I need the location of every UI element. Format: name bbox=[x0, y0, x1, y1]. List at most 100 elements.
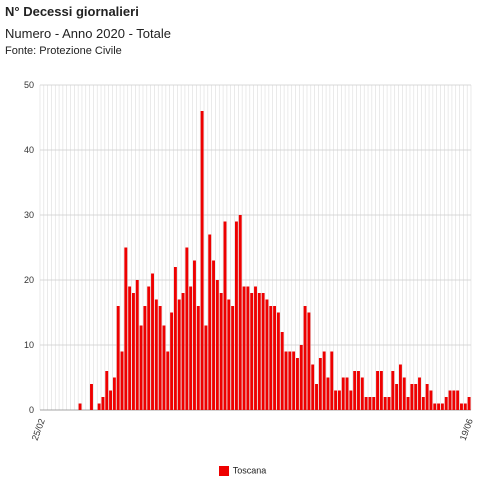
bar[interactable] bbox=[353, 371, 357, 410]
bar[interactable] bbox=[452, 390, 456, 411]
bar[interactable] bbox=[196, 306, 200, 410]
bar[interactable] bbox=[158, 306, 162, 410]
bar[interactable] bbox=[185, 247, 189, 411]
bar[interactable] bbox=[139, 325, 143, 411]
bar[interactable] bbox=[383, 397, 387, 410]
bar[interactable] bbox=[132, 293, 135, 410]
bar[interactable] bbox=[284, 351, 288, 411]
bar[interactable] bbox=[463, 403, 467, 411]
bar[interactable] bbox=[177, 299, 181, 411]
bar[interactable] bbox=[212, 260, 215, 411]
bar[interactable] bbox=[456, 390, 460, 411]
bar[interactable] bbox=[227, 299, 231, 411]
bar[interactable] bbox=[78, 403, 82, 411]
bar[interactable] bbox=[173, 267, 177, 410]
bar[interactable] bbox=[234, 221, 238, 411]
bar[interactable] bbox=[387, 397, 391, 410]
bar[interactable] bbox=[421, 397, 425, 410]
bar[interactable] bbox=[147, 286, 151, 411]
bar[interactable] bbox=[460, 403, 463, 411]
bar[interactable] bbox=[345, 377, 349, 411]
bar[interactable] bbox=[379, 371, 383, 410]
bar[interactable] bbox=[360, 377, 364, 411]
bar[interactable] bbox=[315, 384, 318, 410]
bar[interactable] bbox=[372, 397, 376, 410]
legend[interactable]: Toscana bbox=[0, 465, 485, 476]
bar[interactable] bbox=[250, 293, 254, 410]
bar[interactable] bbox=[154, 299, 158, 411]
bar[interactable] bbox=[444, 397, 448, 410]
bar[interactable] bbox=[357, 371, 360, 410]
bar[interactable] bbox=[101, 397, 105, 410]
bar[interactable] bbox=[349, 390, 353, 411]
bar[interactable] bbox=[215, 280, 219, 410]
bar[interactable] bbox=[433, 403, 437, 411]
bar[interactable] bbox=[181, 293, 185, 410]
bar[interactable] bbox=[440, 403, 444, 411]
bar[interactable] bbox=[200, 111, 204, 410]
bar[interactable] bbox=[395, 384, 399, 410]
bar[interactable] bbox=[116, 306, 120, 410]
bar[interactable] bbox=[109, 390, 113, 411]
bar[interactable] bbox=[265, 299, 269, 411]
bar[interactable] bbox=[410, 384, 414, 410]
bar[interactable] bbox=[238, 215, 242, 410]
bar[interactable] bbox=[280, 332, 284, 410]
bar[interactable] bbox=[330, 351, 334, 411]
bar[interactable] bbox=[311, 364, 315, 411]
bar[interactable] bbox=[414, 384, 418, 410]
bar[interactable] bbox=[334, 390, 338, 411]
bar[interactable] bbox=[425, 384, 429, 410]
bar[interactable] bbox=[97, 403, 101, 411]
bar[interactable] bbox=[223, 221, 227, 411]
bar[interactable] bbox=[376, 371, 379, 410]
bar[interactable] bbox=[143, 306, 147, 410]
bar[interactable] bbox=[437, 403, 441, 411]
bar[interactable] bbox=[292, 351, 296, 411]
bar[interactable] bbox=[105, 371, 109, 410]
bar[interactable] bbox=[288, 351, 292, 411]
bar[interactable] bbox=[124, 247, 128, 411]
bar[interactable] bbox=[273, 306, 277, 410]
bar[interactable] bbox=[341, 377, 345, 411]
bar[interactable] bbox=[406, 397, 410, 410]
bar[interactable] bbox=[296, 358, 299, 410]
bar[interactable] bbox=[120, 351, 124, 411]
bar[interactable] bbox=[204, 325, 208, 411]
bar[interactable] bbox=[254, 286, 257, 411]
bar[interactable] bbox=[257, 293, 261, 410]
bar[interactable] bbox=[448, 390, 452, 411]
bar[interactable] bbox=[307, 312, 311, 411]
bar[interactable] bbox=[467, 397, 471, 410]
bar[interactable] bbox=[391, 371, 395, 410]
bar[interactable] bbox=[242, 286, 246, 411]
bar[interactable] bbox=[208, 234, 212, 411]
bar[interactable] bbox=[246, 286, 250, 411]
bar[interactable] bbox=[231, 306, 235, 410]
bar[interactable] bbox=[151, 273, 154, 411]
bar[interactable] bbox=[162, 325, 166, 411]
bar[interactable] bbox=[337, 390, 341, 411]
bar[interactable] bbox=[364, 397, 368, 410]
bar[interactable] bbox=[166, 351, 170, 411]
bar[interactable] bbox=[368, 397, 372, 410]
bar[interactable] bbox=[261, 293, 265, 410]
bar[interactable] bbox=[189, 286, 193, 411]
bar[interactable] bbox=[193, 260, 196, 411]
bar[interactable] bbox=[112, 377, 116, 411]
bar[interactable] bbox=[90, 384, 93, 410]
bar[interactable] bbox=[269, 306, 273, 410]
bar[interactable] bbox=[219, 293, 223, 410]
bar[interactable] bbox=[326, 377, 330, 411]
bar[interactable] bbox=[418, 377, 421, 411]
bar[interactable] bbox=[318, 358, 322, 410]
bar[interactable] bbox=[322, 351, 326, 411]
bar[interactable] bbox=[303, 306, 307, 410]
bar[interactable] bbox=[402, 377, 406, 411]
bar[interactable] bbox=[128, 286, 132, 411]
bar[interactable] bbox=[135, 280, 139, 410]
bar[interactable] bbox=[299, 345, 303, 410]
bar[interactable] bbox=[429, 390, 433, 411]
bar[interactable] bbox=[398, 364, 402, 411]
bar[interactable] bbox=[276, 312, 280, 411]
